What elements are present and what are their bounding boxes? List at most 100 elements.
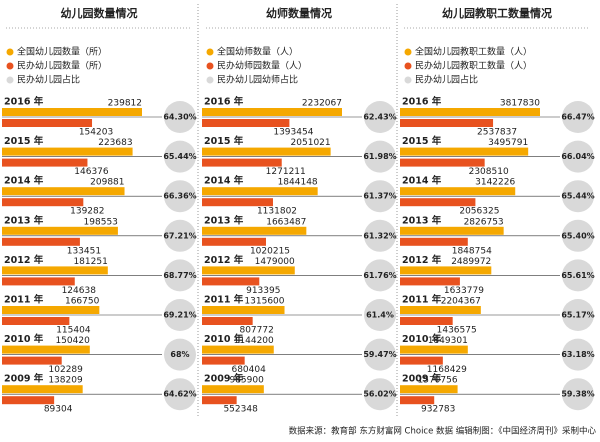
ratio-label: 69.21% bbox=[163, 311, 196, 320]
ratio-circle bbox=[562, 299, 594, 331]
value-label: 2489972 bbox=[451, 257, 491, 267]
year-label: 2009 年 bbox=[4, 373, 44, 385]
ratio-circle bbox=[562, 180, 594, 213]
year-label: 2015 年 bbox=[402, 135, 442, 147]
bar bbox=[400, 385, 458, 394]
value-label: 552348 bbox=[223, 405, 258, 415]
ratio-circle bbox=[164, 219, 196, 252]
legend-label: 民办幼师园数量（人） bbox=[217, 60, 307, 72]
legend-marker bbox=[206, 76, 214, 84]
value-label: 2056325 bbox=[459, 207, 499, 217]
value-label: 1570756 bbox=[418, 376, 458, 386]
value-label: 166750 bbox=[65, 297, 100, 307]
bar bbox=[202, 356, 245, 365]
year-label: 2012 年 bbox=[4, 254, 44, 266]
year-label: 2015 年 bbox=[4, 135, 44, 147]
ratio-circle bbox=[364, 259, 396, 292]
value-label: 239812 bbox=[108, 99, 142, 109]
ratio-label: 59.47% bbox=[363, 350, 396, 359]
ratio-circle bbox=[164, 180, 196, 213]
bar bbox=[2, 198, 84, 207]
year-label: 2014 年 bbox=[402, 175, 442, 187]
bar bbox=[400, 266, 492, 275]
ratio-circle bbox=[164, 101, 196, 133]
value-label: 985900 bbox=[229, 376, 264, 386]
ratio-label: 64.30% bbox=[163, 113, 196, 122]
bar bbox=[2, 345, 90, 354]
year-label: 2013 年 bbox=[204, 214, 244, 226]
value-label: 1131802 bbox=[257, 207, 297, 217]
value-label: 154203 bbox=[79, 128, 113, 138]
ratio-label: 61.98% bbox=[363, 152, 396, 161]
bar bbox=[400, 198, 476, 207]
year-label: 2012 年 bbox=[204, 254, 244, 266]
value-label: 2826753 bbox=[464, 217, 504, 227]
value-label: 102289 bbox=[49, 365, 84, 375]
year-label: 2010 年 bbox=[4, 333, 44, 345]
value-label: 1315600 bbox=[244, 297, 284, 307]
ratio-circle bbox=[364, 338, 396, 371]
bar bbox=[202, 317, 253, 325]
bar bbox=[400, 187, 516, 196]
value-label: 3817830 bbox=[500, 99, 540, 109]
legend-marker bbox=[6, 76, 14, 84]
year-label: 2011 年 bbox=[402, 294, 442, 306]
value-label: 1633779 bbox=[444, 286, 484, 296]
legend-label: 全国幼儿园数量（所） bbox=[17, 46, 107, 58]
year-label: 2013 年 bbox=[402, 214, 442, 226]
year-label: 2016 年 bbox=[204, 96, 244, 108]
bar bbox=[2, 385, 83, 394]
bar bbox=[2, 119, 93, 127]
ratio-label: 68% bbox=[170, 350, 189, 359]
value-label: 115404 bbox=[56, 326, 91, 336]
bar bbox=[202, 266, 295, 275]
value-label: 2051021 bbox=[291, 138, 331, 148]
bar bbox=[2, 396, 55, 405]
bar bbox=[202, 226, 307, 235]
value-label: 3495791 bbox=[488, 138, 528, 148]
value-label: 807772 bbox=[239, 326, 273, 336]
legend-marker bbox=[404, 76, 412, 84]
year-label: 2015 年 bbox=[204, 135, 244, 147]
value-label: 133451 bbox=[67, 246, 101, 256]
bar bbox=[2, 108, 142, 116]
bar bbox=[2, 147, 133, 156]
ratio-label: 65.44% bbox=[163, 152, 196, 161]
legend-marker bbox=[404, 62, 412, 70]
value-label: 1020215 bbox=[250, 246, 290, 256]
legend-marker bbox=[404, 48, 412, 56]
ratio-label: 65.40% bbox=[561, 231, 594, 240]
bar bbox=[202, 187, 318, 196]
ratio-label: 67.21% bbox=[163, 231, 196, 240]
ratio-circle bbox=[562, 219, 594, 252]
ratio-label: 61.4% bbox=[366, 311, 394, 320]
bar bbox=[202, 147, 331, 156]
ratio-circle bbox=[364, 378, 396, 411]
bar bbox=[400, 226, 504, 235]
year-label: 2016 年 bbox=[4, 96, 44, 108]
bar bbox=[202, 396, 237, 405]
ratio-circle bbox=[364, 299, 396, 331]
bar bbox=[202, 119, 290, 127]
legend-label: 民办幼儿园教职工数量（人） bbox=[415, 60, 532, 72]
value-label: 1848754 bbox=[452, 246, 492, 256]
ratio-label: 56.02% bbox=[363, 390, 396, 399]
value-label: 2232067 bbox=[302, 99, 342, 109]
ratio-circle bbox=[164, 140, 196, 173]
value-label: 146376 bbox=[74, 167, 109, 177]
bar bbox=[2, 158, 88, 167]
legend-marker bbox=[206, 48, 214, 56]
footer: 数据来源：教育部 东方财富网 Choice 数据 编辑制图：《中国经济周刊》采制… bbox=[289, 426, 597, 437]
legend-label: 民办幼儿园幼师占比 bbox=[217, 74, 298, 86]
bar bbox=[2, 237, 80, 246]
bar bbox=[202, 385, 264, 394]
legend-marker bbox=[6, 48, 14, 56]
bar bbox=[400, 345, 468, 354]
bar bbox=[202, 237, 266, 246]
year-label: 2014 年 bbox=[204, 175, 244, 187]
legend-label: 全国幼儿园教职工数量（人） bbox=[415, 46, 532, 58]
bar bbox=[202, 306, 285, 314]
ratio-circle bbox=[364, 101, 396, 133]
ratio-label: 65.17% bbox=[561, 311, 594, 320]
